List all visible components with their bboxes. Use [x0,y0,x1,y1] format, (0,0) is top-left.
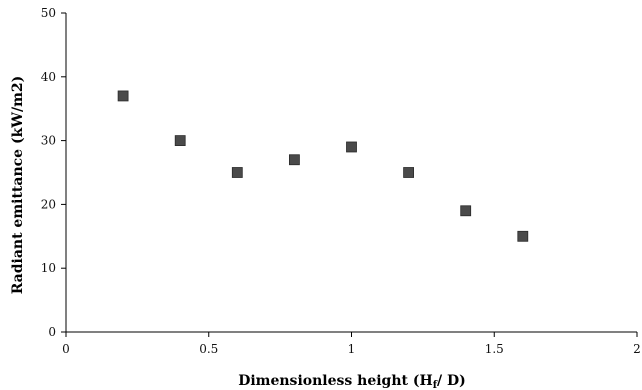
y-tick-label: 20 [41,197,56,211]
data-point [174,135,186,147]
data-point [288,154,300,166]
data-point [517,230,529,242]
x-axis-title-subscript: f [433,380,438,390]
y-axis-title: Radiant emittance (kW/m2) [10,76,26,295]
x-tick-label: 2 [633,342,641,356]
axes [65,13,637,333]
y-tick-label: 40 [41,70,56,84]
data-point [460,205,472,217]
x-tick-label: 0.5 [199,342,218,356]
data-point [346,141,357,153]
y-tick-label: 0 [48,325,56,339]
x-tick-label: 1 [348,342,356,356]
data-points [117,90,529,242]
x-tick-label: 0 [62,342,70,356]
data-point [403,167,415,178]
x-axis-title-main: Dimensionless height (H [238,373,433,389]
x-ticks: 0 0.5 1 1.5 2 [62,332,641,356]
x-axis-title: Dimensionless height (Hf/ D) [238,373,466,390]
x-tick-label: 1.5 [485,342,504,356]
y-tick-label: 30 [41,134,56,148]
data-point [231,167,243,178]
y-tick-label: 10 [41,261,56,275]
y-tick-label: 50 [41,6,56,20]
y-ticks: 0 10 20 30 40 50 [41,6,66,339]
x-axis-title-end: / D) [437,373,466,389]
data-point [117,90,129,102]
